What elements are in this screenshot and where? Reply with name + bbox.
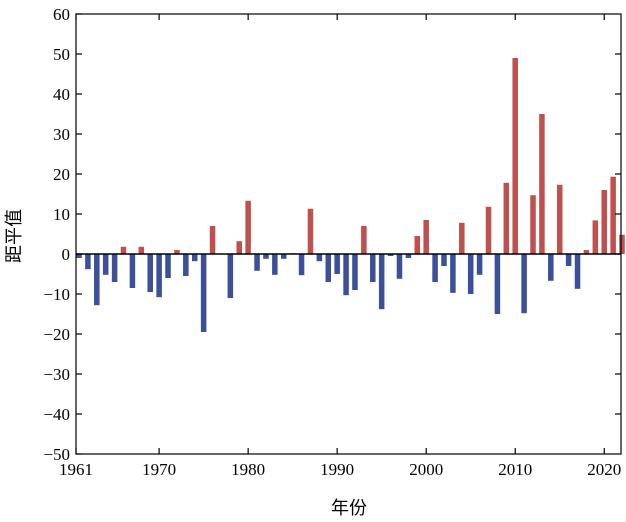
bar-2004 bbox=[459, 222, 465, 254]
x-tick-label: 1980 bbox=[231, 460, 265, 479]
bar-1982 bbox=[263, 254, 269, 259]
x-tick-label: 2010 bbox=[498, 460, 532, 479]
bar-2001 bbox=[432, 254, 438, 282]
bar-1980 bbox=[245, 200, 251, 254]
bar-2021 bbox=[610, 176, 616, 254]
bar-1976 bbox=[209, 226, 216, 254]
bar-1988 bbox=[316, 254, 323, 262]
y-tick-label: −10 bbox=[43, 285, 70, 304]
y-tick-label: 50 bbox=[53, 45, 70, 64]
y-tick-label: 0 bbox=[62, 245, 71, 264]
bar-2009 bbox=[503, 182, 510, 254]
bar-1979 bbox=[236, 241, 242, 254]
bar-2015 bbox=[556, 184, 563, 254]
bar-1961 bbox=[76, 254, 82, 258]
bar-2017 bbox=[574, 254, 581, 289]
bar-1974 bbox=[191, 254, 198, 262]
bar-2007 bbox=[485, 206, 492, 254]
bar-1971 bbox=[165, 254, 171, 278]
x-tick-label: 2020 bbox=[587, 460, 621, 479]
bar-1978 bbox=[227, 254, 234, 298]
bar-1972 bbox=[174, 250, 180, 254]
bar-1998 bbox=[405, 254, 412, 258]
y-tick-label: −50 bbox=[43, 445, 70, 464]
bar-2000 bbox=[423, 220, 429, 254]
bar-1989 bbox=[325, 254, 332, 282]
bar-2020 bbox=[601, 190, 607, 254]
y-axis-ticks: −50 −40 −30 −20 −10 0 10 20 30 40 50 60 bbox=[43, 5, 621, 464]
y-tick-label: 10 bbox=[53, 205, 70, 224]
bar-1984 bbox=[280, 254, 287, 259]
bar-2003 bbox=[450, 254, 456, 293]
y-tick-label: 30 bbox=[53, 125, 70, 144]
bar-1962 bbox=[85, 254, 91, 270]
x-tick-label: 1990 bbox=[320, 460, 354, 479]
y-tick-label: −20 bbox=[43, 325, 70, 344]
x-tick-label: 1961 bbox=[59, 460, 93, 479]
x-tick-label: 1970 bbox=[142, 460, 176, 479]
bar-1970 bbox=[156, 254, 162, 298]
x-axis-title: 年份 bbox=[331, 498, 367, 519]
bar-2006 bbox=[476, 254, 483, 275]
bar-1975 bbox=[200, 254, 207, 332]
bar-2012 bbox=[530, 195, 536, 254]
bar-1986 bbox=[298, 254, 305, 276]
bar-1992 bbox=[352, 254, 358, 290]
bar-1983 bbox=[272, 254, 278, 275]
y-tick-label: 40 bbox=[53, 85, 70, 104]
bar-1997 bbox=[396, 254, 403, 279]
bar-1999 bbox=[414, 236, 421, 254]
bar-2011 bbox=[521, 254, 527, 314]
bar-1967 bbox=[129, 254, 136, 288]
bar-2005 bbox=[467, 254, 474, 294]
x-axis-ticks: 1961 1970 1980 1990 2000 2010 2020 bbox=[59, 14, 621, 479]
axes bbox=[75, 13, 622, 455]
bar-2013 bbox=[539, 114, 545, 254]
bar-1966 bbox=[120, 246, 127, 254]
bar-1987 bbox=[307, 208, 314, 254]
bar-1964 bbox=[102, 254, 109, 275]
bar-1996 bbox=[387, 254, 394, 256]
bar-series bbox=[76, 58, 625, 332]
bar-1968 bbox=[138, 246, 145, 254]
bar-1990 bbox=[334, 254, 340, 274]
bar-1994 bbox=[370, 254, 376, 282]
bar-2008 bbox=[494, 254, 501, 314]
y-axis-title: 距平值 bbox=[4, 209, 25, 263]
bar-1969 bbox=[147, 254, 153, 292]
bar-1963 bbox=[94, 254, 100, 306]
bar-2019 bbox=[592, 220, 599, 254]
bar-1993 bbox=[361, 226, 367, 254]
bar-2022 bbox=[619, 234, 625, 254]
bar-2014 bbox=[548, 254, 554, 281]
y-tick-label: 60 bbox=[53, 5, 70, 24]
y-tick-label: 20 bbox=[53, 165, 70, 184]
y-tick-label: −30 bbox=[43, 365, 70, 384]
y-tick-label: −40 bbox=[43, 405, 70, 424]
bar-1965 bbox=[111, 254, 118, 282]
bar-2018 bbox=[583, 250, 590, 254]
bar-1991 bbox=[343, 254, 349, 296]
bar-1973 bbox=[183, 254, 189, 276]
bar-2016 bbox=[565, 254, 572, 266]
bar-1981 bbox=[254, 254, 260, 271]
plot-frame bbox=[75, 13, 622, 455]
bar-2010 bbox=[512, 58, 518, 254]
bar-2002 bbox=[441, 254, 447, 266]
bar-1995 bbox=[378, 254, 385, 310]
x-tick-label: 2000 bbox=[409, 460, 443, 479]
